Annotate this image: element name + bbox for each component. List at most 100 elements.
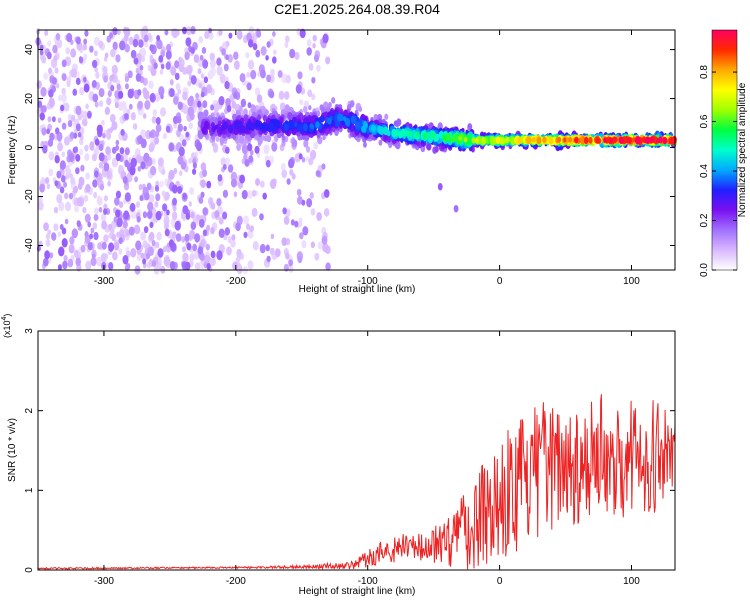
spectrogram-cell <box>190 47 195 54</box>
snr-frame <box>37 330 676 571</box>
spectrogram-cell <box>112 41 118 50</box>
spectrogram-cell <box>140 252 145 259</box>
spectrogram-cell <box>37 100 43 108</box>
spectrogram-cell <box>163 222 169 230</box>
snr-multiplier: (x104) <box>1 314 12 338</box>
spectrogram-x-tick-label: -200 <box>226 276 246 287</box>
spectrogram-cell <box>45 239 51 247</box>
spectrogram-cell <box>314 54 319 63</box>
colorbar-tick-label: 0.0 <box>699 263 710 277</box>
spectrogram-cell <box>309 149 317 160</box>
spectrogram-cell <box>80 244 86 253</box>
spectrogram-cell <box>55 33 61 41</box>
spectrogram-cell <box>93 213 99 221</box>
spectrogram-cell <box>175 82 181 91</box>
spectrogram-cell <box>130 112 136 121</box>
spectrogram-cell <box>308 63 314 71</box>
spectrogram-cell <box>93 191 98 199</box>
spectrogram-cell <box>108 223 113 230</box>
spectrogram-cell <box>208 27 213 34</box>
spectrogram-x-tick-label: -300 <box>94 276 114 287</box>
spectrogram-cell <box>133 224 141 235</box>
spectrogram-cell <box>119 147 125 155</box>
spectrogram-cell <box>100 213 107 223</box>
spectrogram-cell <box>72 146 77 154</box>
spectrogram-cell <box>60 175 66 183</box>
spectrogram-cell <box>181 236 186 243</box>
spectrogram-cell <box>78 56 84 64</box>
spectrogram-cell <box>115 209 121 218</box>
spectrogram-cell <box>269 247 275 256</box>
spectrogram-cell <box>481 137 486 145</box>
snr-y-tick-label: 0 <box>24 567 35 573</box>
spectrogram-cell <box>243 231 248 239</box>
spectrogram-x-tick-label: 100 <box>623 276 640 287</box>
snr-x-tick-label: 100 <box>623 576 640 587</box>
spectrogram-cell <box>73 132 78 139</box>
spectrogram-cell <box>138 184 143 191</box>
spectrogram-cell <box>266 74 272 83</box>
spectrogram-cell <box>299 28 306 39</box>
spectrogram-cell <box>133 57 139 65</box>
spectrogram-cell <box>198 82 203 89</box>
spectrogram-cell <box>83 195 89 203</box>
spectrogram-cell <box>198 218 205 228</box>
spectrogram-cell <box>266 41 271 48</box>
spectrogram-cell <box>296 188 302 197</box>
spectrogram-cell <box>61 93 67 103</box>
spectrogram-cell <box>162 132 167 140</box>
snr-x-tick-label: -300 <box>94 576 114 587</box>
spectrogram-cell <box>310 241 316 249</box>
spectrogram-cell <box>178 56 182 63</box>
spectrogram-cell <box>286 178 291 185</box>
spectrogram-cell <box>108 262 114 271</box>
spectrogram-cell <box>63 254 68 262</box>
spectrogram-cell <box>164 191 170 201</box>
spectrogram-cell <box>232 261 238 271</box>
spectrogram-cell <box>228 32 233 39</box>
spectrogram-cell <box>245 223 251 230</box>
spectrogram-cell <box>148 194 155 204</box>
spectrogram-cell <box>139 195 144 202</box>
spectrogram-cell <box>149 44 154 52</box>
spectrogram-cell <box>377 125 383 135</box>
spectrogram-cell <box>239 174 246 184</box>
spectrogram-cell <box>196 214 201 221</box>
spectrogram-cell <box>271 142 278 152</box>
spectrogram-cell <box>322 242 329 253</box>
spectrogram-cell <box>111 64 118 75</box>
spectrogram-cell <box>259 123 265 131</box>
spectrogram-cell <box>259 243 266 254</box>
snr-x-tick-label: -200 <box>226 576 246 587</box>
spectrogram-cell <box>49 132 55 142</box>
spectrogram-cell <box>165 50 172 60</box>
spectrogram-cell <box>110 84 115 92</box>
spectrogram-cell <box>89 233 93 240</box>
spectrogram-cell <box>109 113 116 123</box>
spectrogram-cell <box>649 136 654 143</box>
spectrogram-cell <box>383 126 389 136</box>
spectrogram-cell <box>103 208 108 215</box>
spectrogram-cell <box>311 93 316 101</box>
spectrogram-cell <box>316 211 322 221</box>
spectrogram-cell <box>115 190 122 199</box>
spectrogram-cell <box>54 155 60 164</box>
spectrogram-cell <box>171 211 178 221</box>
spectrogram-cell <box>177 185 183 194</box>
spectrogram-cell <box>129 165 136 176</box>
spectrogram-cell <box>104 106 110 116</box>
spectrogram-cell <box>48 89 54 98</box>
spectrogram-cell <box>85 183 91 193</box>
spectrogram-cell <box>40 105 45 113</box>
svg-text:(x104): (x104) <box>1 314 12 338</box>
spectrogram-cell <box>265 244 270 252</box>
spectrogram-cell <box>264 135 269 142</box>
spectrogram-cell <box>68 192 74 200</box>
spectrogram-cell <box>495 136 501 145</box>
spectrogram-cell <box>247 39 254 48</box>
spectrogram-cell <box>241 189 248 200</box>
spectrogram-cell <box>75 167 80 175</box>
spectrogram-cell <box>72 88 78 96</box>
spectrogram-cell <box>188 122 193 130</box>
spectrogram-cell <box>197 68 202 75</box>
